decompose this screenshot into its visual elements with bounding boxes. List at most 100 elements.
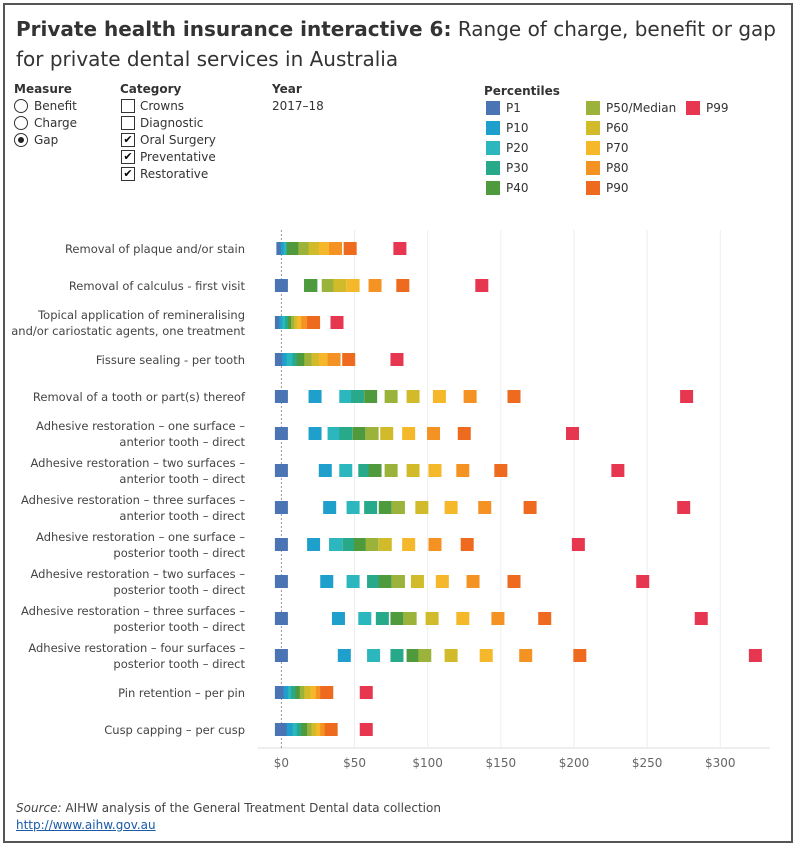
legend-swatch bbox=[486, 181, 500, 195]
dot bbox=[378, 575, 392, 588]
category-label: Adhesive restoration – four surfaces – p… bbox=[28, 640, 245, 671]
checkbox-label[interactable]: Oral Surgery bbox=[140, 133, 216, 147]
dot bbox=[343, 242, 357, 255]
source: Source: AIHW analysis of the General Tre… bbox=[16, 801, 441, 815]
dot bbox=[415, 501, 429, 514]
dot bbox=[402, 538, 416, 551]
dot bbox=[571, 538, 585, 551]
legend-label: P50/Median bbox=[606, 101, 677, 115]
dot bbox=[329, 538, 343, 551]
dot bbox=[358, 612, 372, 625]
year-value[interactable]: 2017–18 bbox=[272, 99, 324, 113]
legend-swatch bbox=[686, 101, 700, 115]
dot bbox=[274, 723, 288, 736]
checkbox-label[interactable]: Restorative bbox=[140, 167, 209, 181]
dot bbox=[337, 649, 351, 662]
checkbox-label[interactable]: Preventative bbox=[140, 150, 216, 164]
dot bbox=[346, 575, 360, 588]
checkbox[interactable] bbox=[121, 150, 135, 164]
legend-swatch bbox=[486, 141, 500, 155]
dot bbox=[410, 575, 424, 588]
dot bbox=[331, 612, 345, 625]
legend-label: P80 bbox=[606, 161, 629, 175]
legend-label: P90 bbox=[606, 181, 629, 195]
dot bbox=[327, 427, 341, 440]
dot bbox=[406, 390, 420, 403]
dot bbox=[339, 464, 353, 477]
dot bbox=[428, 464, 442, 477]
dot bbox=[406, 649, 420, 662]
radio-button[interactable] bbox=[14, 133, 28, 147]
title-text: Range of charge, benefit or gap for priv… bbox=[16, 17, 776, 71]
legend-swatch bbox=[586, 121, 600, 135]
legend-label: P40 bbox=[506, 181, 529, 195]
dot bbox=[307, 316, 321, 329]
dot bbox=[403, 612, 417, 625]
dot bbox=[384, 464, 398, 477]
radio-label[interactable]: Gap bbox=[34, 133, 59, 147]
dot bbox=[457, 427, 471, 440]
dot bbox=[346, 279, 360, 292]
checkbox[interactable] bbox=[121, 116, 135, 130]
checkbox[interactable] bbox=[121, 167, 135, 181]
dot bbox=[566, 427, 580, 440]
dot bbox=[358, 464, 372, 477]
category-label: Adhesive restoration – one surface – ant… bbox=[36, 418, 245, 449]
dot bbox=[327, 353, 341, 366]
radio-label[interactable]: Charge bbox=[34, 116, 78, 130]
source-link: http://www.aihw.gov.au bbox=[16, 818, 156, 832]
dot bbox=[274, 612, 288, 625]
dot bbox=[364, 501, 378, 514]
legend-label: P70 bbox=[606, 141, 629, 155]
dot bbox=[367, 649, 381, 662]
checkbox[interactable] bbox=[121, 133, 135, 147]
dot bbox=[479, 649, 493, 662]
dot bbox=[748, 649, 762, 662]
legend-swatch bbox=[486, 161, 500, 175]
checkbox-label[interactable]: Crowns bbox=[140, 99, 185, 113]
dot bbox=[307, 538, 321, 551]
dot bbox=[460, 538, 474, 551]
category-label: Cusp capping – per cusp bbox=[104, 722, 245, 737]
legend-title: Percentiles bbox=[484, 84, 560, 98]
dot bbox=[320, 575, 334, 588]
radio-button[interactable] bbox=[14, 116, 28, 130]
dot bbox=[333, 279, 347, 292]
dot bbox=[463, 390, 477, 403]
x-tick-label: $300 bbox=[705, 756, 736, 770]
checkbox-label[interactable]: Diagnostic bbox=[140, 116, 204, 130]
dot bbox=[274, 501, 288, 514]
dot bbox=[456, 464, 470, 477]
dot bbox=[365, 538, 379, 551]
legend-swatch bbox=[586, 161, 600, 175]
dot bbox=[318, 242, 332, 255]
dot bbox=[380, 427, 394, 440]
dot bbox=[352, 427, 366, 440]
checkbox[interactable] bbox=[121, 99, 135, 113]
category-label: Adhesive restoration – two surfaces – an… bbox=[30, 455, 245, 486]
dot bbox=[573, 649, 587, 662]
legend-swatch bbox=[486, 121, 500, 135]
dot bbox=[519, 649, 533, 662]
dot bbox=[339, 390, 353, 403]
dot bbox=[456, 612, 470, 625]
link[interactable]: http://www.aihw.gov.au bbox=[16, 818, 156, 832]
dot bbox=[694, 612, 708, 625]
dot bbox=[274, 390, 288, 403]
title-bold: Private health insurance interactive 6: bbox=[16, 17, 452, 41]
dot bbox=[329, 242, 343, 255]
dot bbox=[298, 242, 312, 255]
dot bbox=[318, 464, 332, 477]
category-label: Adhesive restoration – three surfaces – … bbox=[21, 603, 245, 634]
legend-swatch bbox=[586, 181, 600, 195]
dot bbox=[274, 427, 288, 440]
dot bbox=[359, 686, 373, 699]
category-label: Pin retention – per pin bbox=[118, 685, 245, 700]
dot bbox=[308, 390, 322, 403]
dot bbox=[432, 390, 446, 403]
radio-label[interactable]: Benefit bbox=[34, 99, 77, 113]
category-label: Fissure sealing - per tooth bbox=[95, 352, 245, 367]
dot bbox=[323, 501, 337, 514]
category-label: Removal of a tooth or part(s) thereof bbox=[32, 389, 245, 404]
radio-button[interactable] bbox=[14, 99, 28, 113]
